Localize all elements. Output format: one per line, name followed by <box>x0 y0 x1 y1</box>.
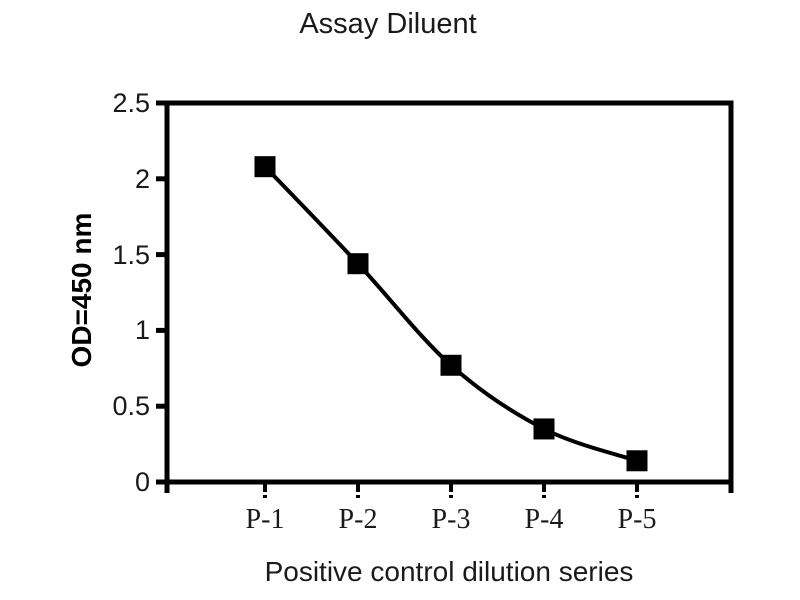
x-tick-dot <box>542 495 546 498</box>
data-point-marker <box>254 156 276 178</box>
x-tick-dot <box>263 495 267 498</box>
plot-frame <box>164 100 734 485</box>
data-point-marker <box>440 354 462 376</box>
data-point-marker <box>626 450 648 472</box>
data-point-marker <box>347 253 369 275</box>
x-tick-dot <box>449 495 453 498</box>
x-tick-dot <box>635 495 639 498</box>
x-tick-dot <box>356 495 360 498</box>
x-axis-title: Positive control dilution series <box>264 556 634 587</box>
series-line <box>263 165 638 463</box>
chart-title: Assay Diluent <box>299 8 477 40</box>
data-point-marker <box>533 418 555 440</box>
